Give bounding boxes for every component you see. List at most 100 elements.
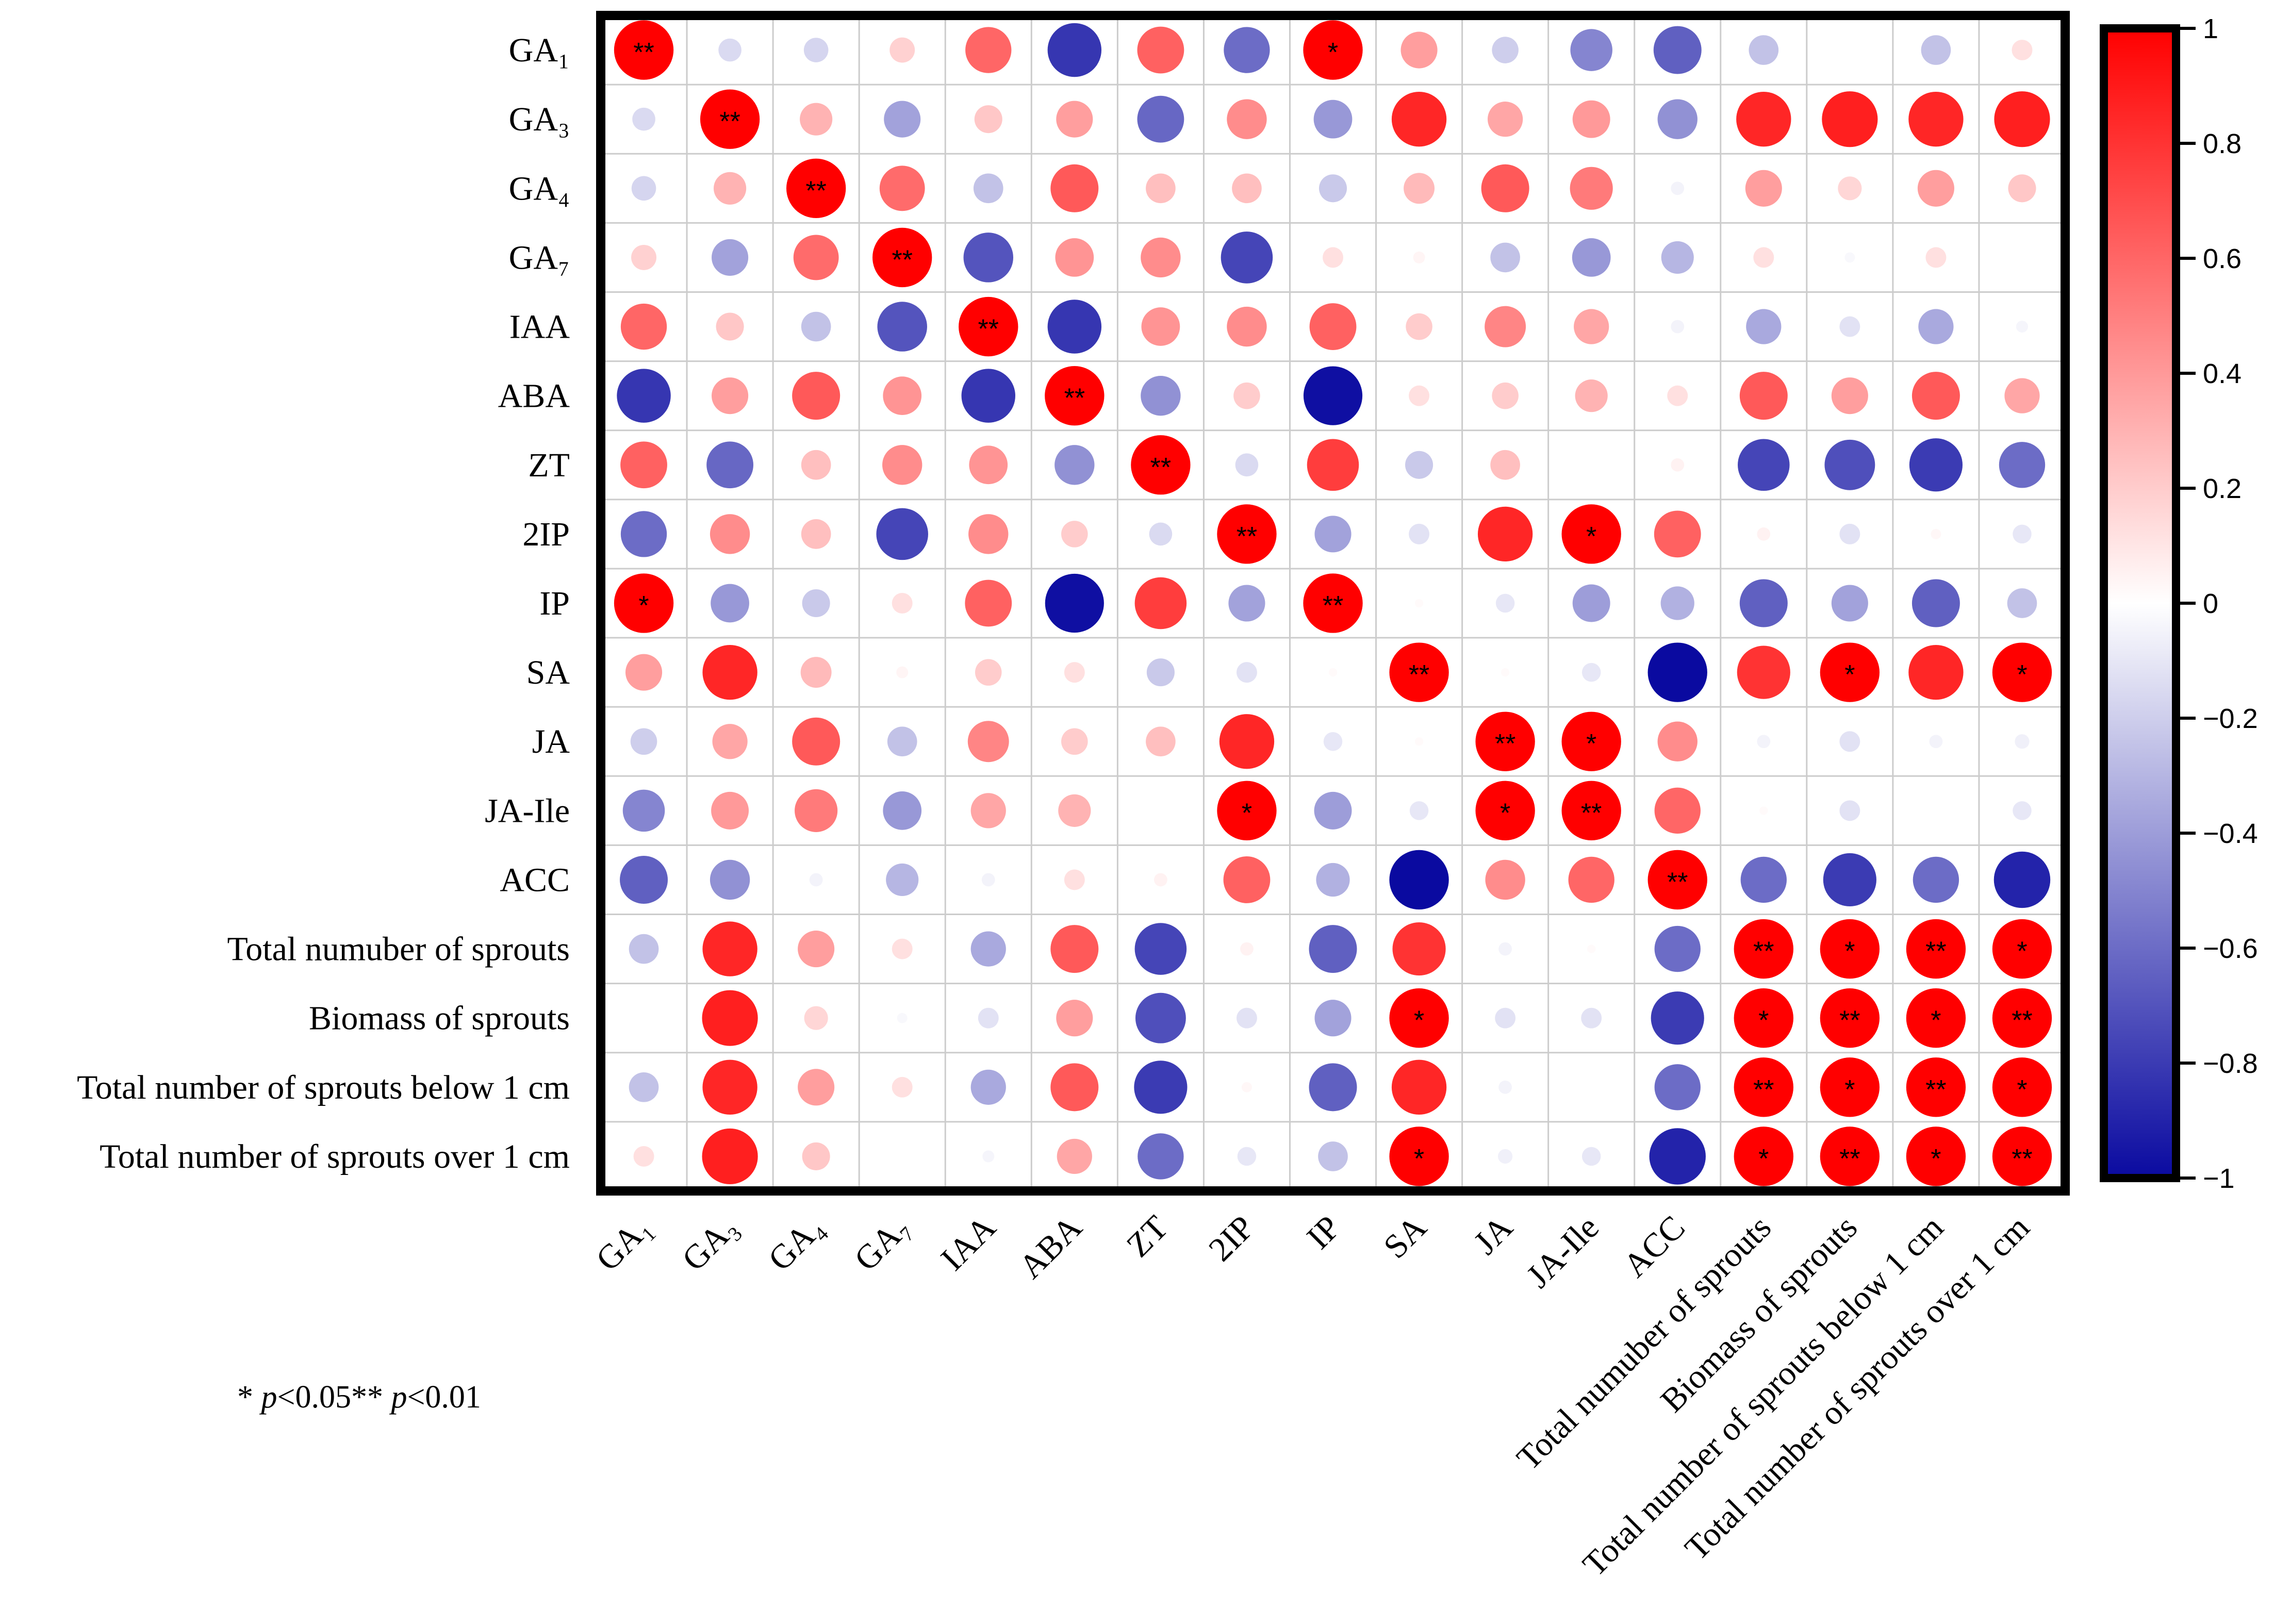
correlation-circle	[1831, 585, 1868, 622]
correlation-circle	[1568, 856, 1614, 903]
correlation-circle	[1233, 382, 1260, 409]
correlation-circle	[1314, 516, 1352, 553]
correlation-circle	[1131, 435, 1191, 495]
correlation-circle	[1757, 735, 1771, 749]
correlation-circle	[1992, 988, 2052, 1048]
correlation-circle	[883, 791, 922, 830]
significance-mark: **	[1409, 660, 1429, 690]
significance-mark: *	[1931, 1144, 1941, 1174]
correlation-circle	[1309, 925, 1357, 973]
correlation-circle	[1392, 922, 1446, 976]
correlation-circle	[2013, 801, 2032, 820]
correlation-circle	[1746, 309, 1782, 344]
correlation-circle	[1654, 1064, 1701, 1111]
correlation-circle	[1570, 167, 1613, 210]
row-label: Total number of sprouts over 1 cm	[100, 1138, 570, 1175]
correlation-circle	[1414, 599, 1424, 608]
correlation-circle	[1734, 988, 1793, 1048]
correlation-circle	[1481, 164, 1529, 212]
correlation-circle	[1587, 944, 1596, 953]
correlation-circle	[1400, 31, 1438, 69]
correlation-circle	[1314, 791, 1352, 830]
significance-mark: *	[2017, 1075, 2027, 1105]
correlation-circle	[1303, 20, 1363, 80]
correlation-circle	[1572, 238, 1611, 277]
correlation-circle	[1908, 644, 1964, 700]
correlation-circle	[1561, 504, 1621, 564]
correlation-circle	[1671, 181, 1685, 195]
correlation-circle	[2015, 734, 2030, 749]
correlation-circle	[795, 789, 838, 832]
correlation-circle	[1501, 668, 1510, 677]
correlation-circle	[1058, 794, 1091, 827]
correlation-circle	[1820, 919, 1880, 979]
correlation-circle	[1235, 453, 1259, 477]
correlation-circle	[1581, 662, 1601, 682]
correlation-circle	[1931, 528, 1941, 539]
correlation-circle	[793, 235, 839, 280]
correlation-circle	[706, 441, 753, 489]
correlation-circle	[712, 377, 749, 415]
significance-mark: *	[1758, 1144, 1769, 1174]
correlation-circle	[897, 1013, 908, 1023]
correlation-circle	[614, 573, 674, 633]
correlation-circle	[718, 38, 741, 62]
correlation-circle	[1908, 92, 1964, 147]
correlation-circle	[1838, 176, 1862, 201]
correlation-circle	[969, 445, 1008, 485]
colorbar-tick-label: −0.6	[2203, 933, 2258, 964]
correlation-circle	[1055, 238, 1094, 277]
correlation-circle	[1138, 1133, 1184, 1180]
column-label: ZT	[1119, 1208, 1176, 1265]
correlation-circle	[2008, 174, 2036, 203]
correlation-circle	[1917, 170, 1954, 207]
significance-marks: ** *************** ** **** * *** ** * ****** * ** *…	[633, 38, 2032, 1174]
correlation-circle	[617, 369, 671, 423]
correlation-circle	[2004, 378, 2040, 413]
correlation-circle	[896, 666, 909, 678]
correlation-circle	[974, 105, 1002, 134]
correlation-circle	[1657, 99, 1698, 139]
correlation-circle	[1734, 1126, 1793, 1186]
significance-mark: *	[1242, 798, 1252, 828]
correlation-circle	[975, 659, 1002, 686]
colorbar: 1 0.8 0.6 0.4 0.2 0 −0.2 −0.4 −0.6 −0.8 −1	[2100, 13, 2258, 1194]
column-label: ACC	[1616, 1208, 1692, 1285]
correlation-circle	[1667, 385, 1688, 406]
correlation-circle	[1141, 375, 1181, 416]
correlation-circle	[872, 227, 932, 288]
correlation-circle	[631, 244, 656, 270]
correlation-circle	[1992, 919, 2052, 979]
correlation-circle	[1303, 366, 1363, 425]
correlation-circle	[1054, 445, 1095, 485]
correlation-circle	[1414, 737, 1424, 746]
significance-mark: *	[1500, 798, 1510, 828]
correlation-circle	[1492, 37, 1519, 63]
significance-mark: *	[1844, 660, 1855, 690]
row-label: JA	[532, 723, 570, 760]
significance-mark: **	[1237, 522, 1257, 552]
correlation-circle	[1485, 859, 1525, 900]
row-label: GA₁	[509, 31, 570, 69]
correlation-circle	[1137, 95, 1184, 143]
significance-mark: **	[1839, 1144, 1860, 1174]
correlation-circle	[614, 20, 674, 80]
correlation-circle	[710, 514, 750, 554]
correlation-circle	[1050, 164, 1099, 212]
colorbar-tick-label: 1	[2203, 13, 2218, 44]
correlation-circle	[632, 107, 655, 131]
correlation-circle	[1495, 593, 1515, 613]
correlation-circle	[1913, 856, 1959, 903]
column-label: ABA	[1012, 1208, 1089, 1286]
correlation-circle	[1561, 781, 1621, 841]
correlation-circle	[1237, 1147, 1257, 1166]
correlation-circle	[712, 724, 748, 759]
correlation-circle	[963, 233, 1014, 283]
correlation-circle	[1314, 1000, 1352, 1037]
correlation-circle	[716, 312, 744, 341]
correlation-circle	[967, 721, 1009, 763]
correlation-circle	[702, 990, 758, 1046]
correlation-circle	[786, 158, 846, 218]
correlation-circle	[1657, 721, 1698, 761]
correlation-circle	[1831, 377, 1868, 415]
